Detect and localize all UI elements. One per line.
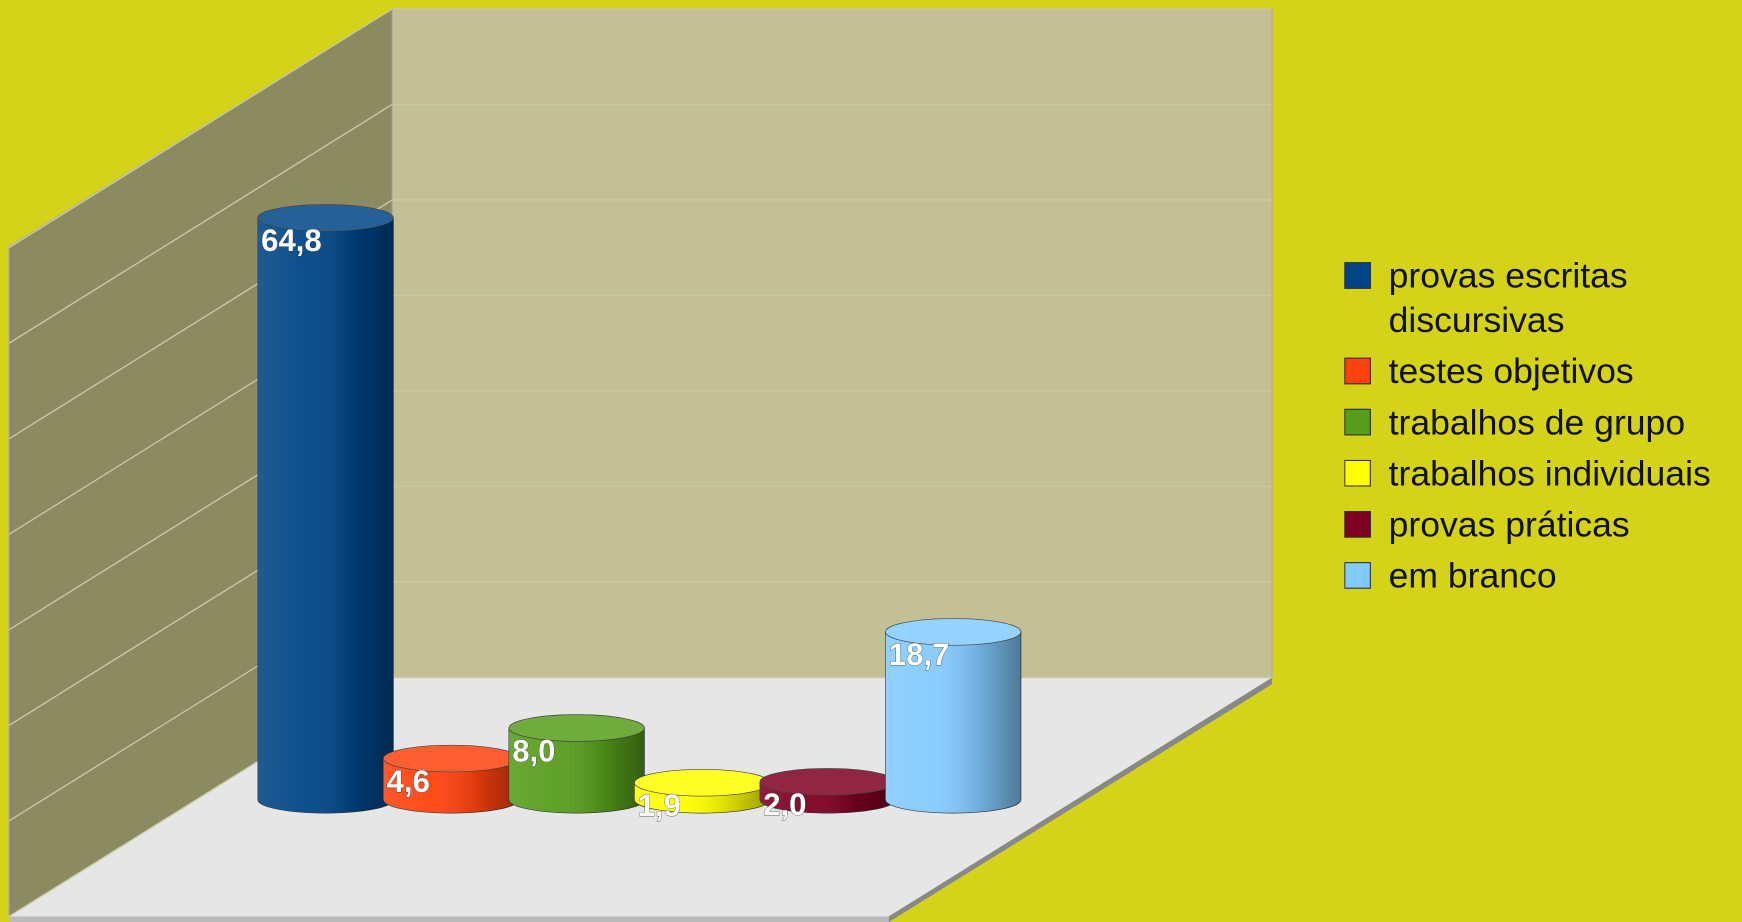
legend-label: testes objetivos bbox=[1388, 351, 1634, 392]
grid-line bbox=[8, 8, 1273, 249]
floor-front bbox=[8, 916, 889, 922]
legend-swatch bbox=[1344, 262, 1371, 289]
bar-shade bbox=[885, 631, 1021, 814]
legend-item: em branco bbox=[1344, 553, 1722, 597]
grid-line bbox=[8, 199, 1273, 440]
data-label: 18,7 bbox=[889, 637, 950, 672]
bar-top bbox=[257, 204, 394, 232]
bar-top-light bbox=[634, 769, 770, 797]
grid-line bbox=[8, 103, 1273, 344]
legend-label: trabalhos individuais bbox=[1388, 453, 1711, 494]
legend-item: trabalhos de grupo bbox=[1344, 400, 1722, 444]
data-label: 64,8 bbox=[261, 223, 322, 258]
legend-item: testes objetivos bbox=[1344, 349, 1722, 393]
legend-swatch bbox=[1344, 562, 1371, 589]
legend-label: provas escritas discursivas bbox=[1388, 255, 1628, 340]
bar-shade bbox=[383, 758, 519, 814]
legend: provas escritas discursivas testes objeti… bbox=[1344, 253, 1722, 604]
legend-swatch bbox=[1344, 459, 1371, 487]
data-label: 4,6 bbox=[387, 764, 430, 799]
bar: 2,0 bbox=[759, 768, 896, 823]
bar-top bbox=[885, 618, 1022, 646]
legend-swatch bbox=[1344, 408, 1371, 436]
legend-item: provas escritas discursivas bbox=[1344, 253, 1722, 342]
legend-label: provas práticas bbox=[1388, 504, 1630, 545]
bar-top bbox=[508, 714, 645, 742]
back-wall bbox=[391, 8, 1273, 679]
data-label: 8,0 bbox=[512, 733, 555, 768]
bars: 64,8 4,6 8,0 1,9 2,0 18,7 bbox=[257, 204, 1022, 823]
legend-item: trabalhos individuais bbox=[1344, 451, 1722, 495]
bar-top-light bbox=[759, 768, 896, 796]
legend-swatch bbox=[1344, 357, 1371, 385]
legend-swatch bbox=[1344, 510, 1371, 538]
bar: 8,0 bbox=[508, 714, 645, 814]
bar: 1,9 bbox=[634, 769, 771, 823]
bar-top-light bbox=[383, 745, 519, 772]
bar: 4,6 bbox=[383, 744, 520, 814]
bar-top-light bbox=[508, 714, 645, 742]
legend-item: provas práticas bbox=[1344, 502, 1722, 546]
data-label: 1,9 bbox=[638, 788, 681, 823]
floor-edge bbox=[888, 677, 1273, 922]
legend-label: trabalhos de grupo bbox=[1388, 402, 1686, 443]
data-label: 2,0 bbox=[763, 787, 806, 822]
bar-shade bbox=[508, 727, 645, 814]
bar-shade bbox=[257, 217, 394, 814]
bar: 18,7 bbox=[885, 618, 1022, 814]
bar-top-light bbox=[885, 618, 1021, 646]
legend-label: em branco bbox=[1388, 555, 1557, 596]
legend-box: provas escritas discursivas testes objeti… bbox=[1344, 253, 1722, 604]
bar-top-light bbox=[257, 204, 394, 232]
bar: 64,8 bbox=[257, 204, 394, 814]
